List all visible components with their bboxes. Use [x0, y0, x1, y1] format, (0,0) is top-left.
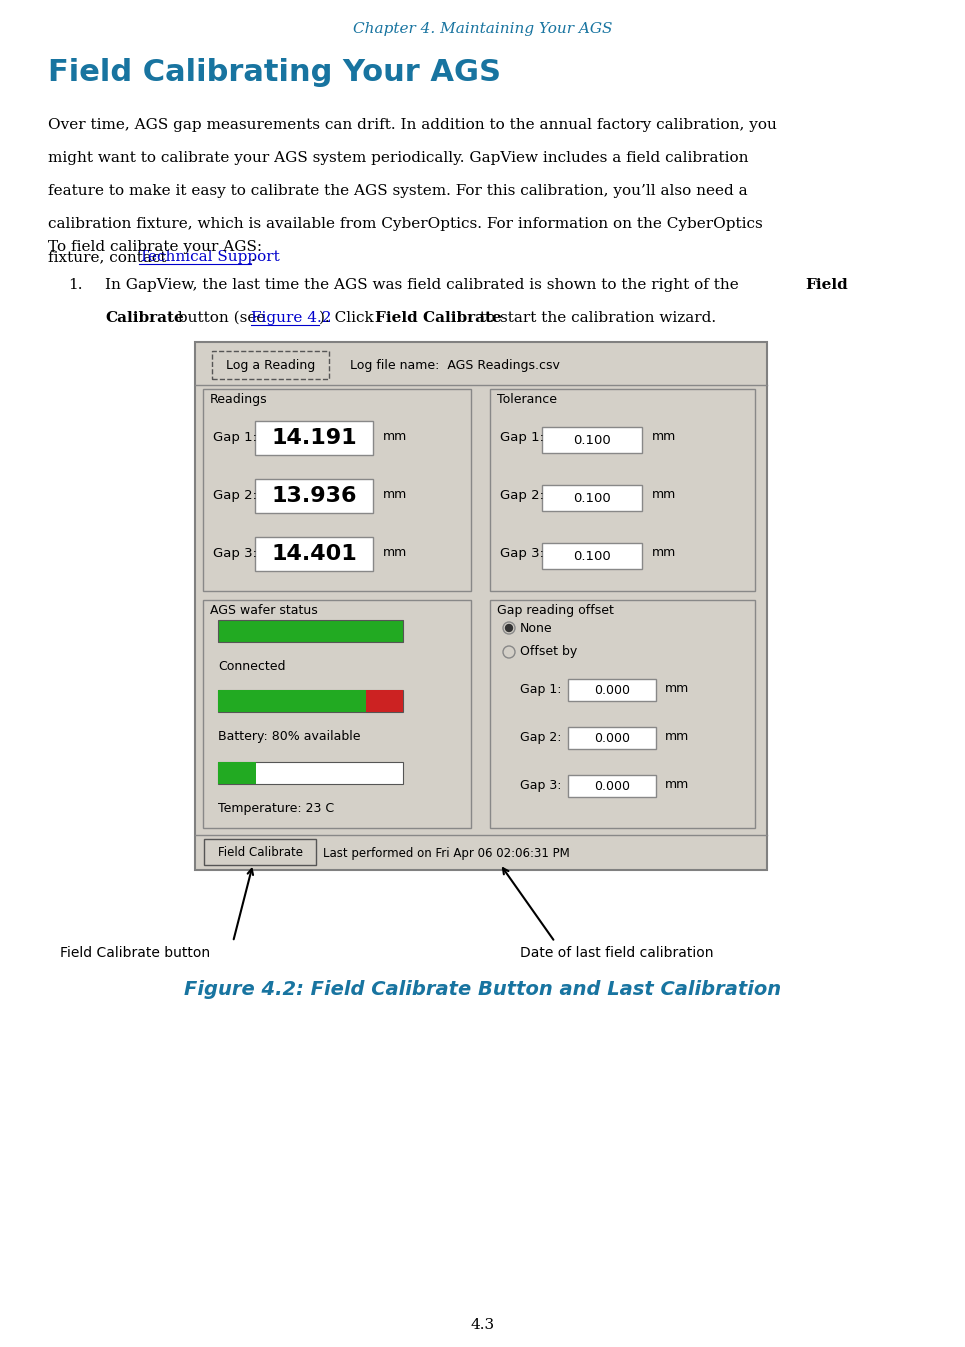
- FancyBboxPatch shape: [568, 727, 656, 749]
- Text: Offset by: Offset by: [520, 645, 577, 659]
- Text: None: None: [520, 621, 553, 634]
- Text: 13.936: 13.936: [271, 486, 357, 506]
- Text: Gap 2:: Gap 2:: [500, 489, 544, 501]
- Text: Date of last field calibration: Date of last field calibration: [520, 946, 713, 960]
- Text: Gap 1:: Gap 1:: [500, 431, 544, 443]
- Text: Figure 4.2: Figure 4.2: [251, 311, 332, 325]
- Text: calibration fixture, which is available from CyberOptics. For information on the: calibration fixture, which is available …: [48, 217, 762, 230]
- FancyBboxPatch shape: [490, 389, 755, 591]
- Text: Battery: 80% available: Battery: 80% available: [218, 730, 361, 744]
- Text: Tolerance: Tolerance: [497, 393, 557, 405]
- FancyBboxPatch shape: [542, 427, 642, 453]
- Text: Gap 1:: Gap 1:: [520, 683, 562, 695]
- Text: Over time, AGS gap measurements can drift. In addition to the annual factory cal: Over time, AGS gap measurements can drif…: [48, 119, 777, 132]
- FancyBboxPatch shape: [218, 690, 366, 713]
- FancyBboxPatch shape: [490, 599, 755, 828]
- FancyBboxPatch shape: [218, 762, 256, 784]
- Text: Connected: Connected: [218, 660, 286, 674]
- Text: AGS wafer status: AGS wafer status: [210, 603, 317, 617]
- Text: Technical Support: Technical Support: [139, 251, 280, 264]
- Text: 0.100: 0.100: [573, 434, 611, 446]
- FancyBboxPatch shape: [212, 352, 329, 379]
- Text: 4.3: 4.3: [471, 1317, 494, 1332]
- Text: mm: mm: [383, 431, 407, 443]
- Text: mm: mm: [665, 683, 689, 695]
- FancyBboxPatch shape: [218, 620, 403, 643]
- Text: 0.000: 0.000: [594, 683, 630, 696]
- Text: Gap 3:: Gap 3:: [520, 779, 562, 792]
- Text: Field Calibrate: Field Calibrate: [217, 846, 302, 859]
- Text: 0.000: 0.000: [594, 780, 630, 792]
- Text: mm: mm: [652, 431, 676, 443]
- Text: Field: Field: [805, 277, 847, 292]
- Text: Gap 3:: Gap 3:: [500, 547, 544, 559]
- Text: Calibrate: Calibrate: [105, 311, 183, 325]
- FancyBboxPatch shape: [255, 537, 373, 571]
- Text: Log file name:  AGS Readings.csv: Log file name: AGS Readings.csv: [350, 360, 560, 373]
- Text: feature to make it easy to calibrate the AGS system. For this calibration, you’l: feature to make it easy to calibrate the…: [48, 185, 748, 198]
- Text: mm: mm: [652, 547, 676, 559]
- Text: Gap reading offset: Gap reading offset: [497, 603, 614, 617]
- Text: 14.401: 14.401: [271, 544, 357, 564]
- Circle shape: [506, 625, 512, 632]
- FancyBboxPatch shape: [203, 389, 471, 591]
- Text: Field Calibrating Your AGS: Field Calibrating Your AGS: [48, 58, 501, 88]
- FancyBboxPatch shape: [542, 543, 642, 568]
- Text: 0.100: 0.100: [573, 492, 611, 505]
- Text: Log a Reading: Log a Reading: [226, 360, 316, 373]
- Text: Gap 2:: Gap 2:: [520, 730, 562, 744]
- Text: to start the calibration wizard.: to start the calibration wizard.: [475, 311, 716, 325]
- FancyBboxPatch shape: [568, 775, 656, 797]
- Text: Chapter 4. Maintaining Your AGS: Chapter 4. Maintaining Your AGS: [353, 22, 612, 36]
- Text: Gap 3:: Gap 3:: [213, 547, 257, 559]
- Text: 1.: 1.: [68, 277, 82, 292]
- Text: Gap 1:: Gap 1:: [213, 431, 257, 443]
- Text: fixture, contact: fixture, contact: [48, 251, 172, 264]
- FancyBboxPatch shape: [542, 485, 642, 511]
- FancyBboxPatch shape: [203, 599, 471, 828]
- Text: Field Calibrate button: Field Calibrate button: [60, 946, 210, 960]
- Text: mm: mm: [652, 489, 676, 501]
- FancyBboxPatch shape: [366, 690, 403, 713]
- Text: mm: mm: [665, 779, 689, 792]
- FancyBboxPatch shape: [255, 480, 373, 513]
- Text: .: .: [251, 251, 256, 264]
- Text: Temperature: 23 C: Temperature: 23 C: [218, 801, 334, 815]
- Text: Figure 4.2: Field Calibrate Button and Last Calibration: Figure 4.2: Field Calibrate Button and L…: [184, 981, 781, 999]
- FancyBboxPatch shape: [204, 839, 316, 865]
- Text: mm: mm: [665, 730, 689, 744]
- Text: mm: mm: [383, 547, 407, 559]
- Text: might want to calibrate your AGS system periodically. GapView includes a field c: might want to calibrate your AGS system …: [48, 151, 749, 164]
- Text: button (see: button (see: [173, 311, 270, 325]
- Text: 0.100: 0.100: [573, 550, 611, 563]
- FancyBboxPatch shape: [195, 342, 767, 870]
- Text: In GapView, the last time the AGS was field calibrated is shown to the right of : In GapView, the last time the AGS was fi…: [105, 277, 744, 292]
- FancyBboxPatch shape: [218, 690, 403, 713]
- Text: Last performed on Fri Apr 06 02:06:31 PM: Last performed on Fri Apr 06 02:06:31 PM: [323, 846, 569, 859]
- Text: 14.191: 14.191: [271, 428, 357, 449]
- Text: Readings: Readings: [210, 393, 267, 405]
- Text: Gap 2:: Gap 2:: [213, 489, 257, 501]
- FancyBboxPatch shape: [255, 422, 373, 455]
- Text: Field Calibrate: Field Calibrate: [375, 311, 502, 325]
- Text: ). Click: ). Click: [319, 311, 378, 325]
- FancyBboxPatch shape: [568, 679, 656, 700]
- Text: To field calibrate your AGS:: To field calibrate your AGS:: [48, 240, 262, 255]
- Text: 0.000: 0.000: [594, 731, 630, 745]
- FancyBboxPatch shape: [218, 762, 403, 784]
- Text: mm: mm: [383, 489, 407, 501]
